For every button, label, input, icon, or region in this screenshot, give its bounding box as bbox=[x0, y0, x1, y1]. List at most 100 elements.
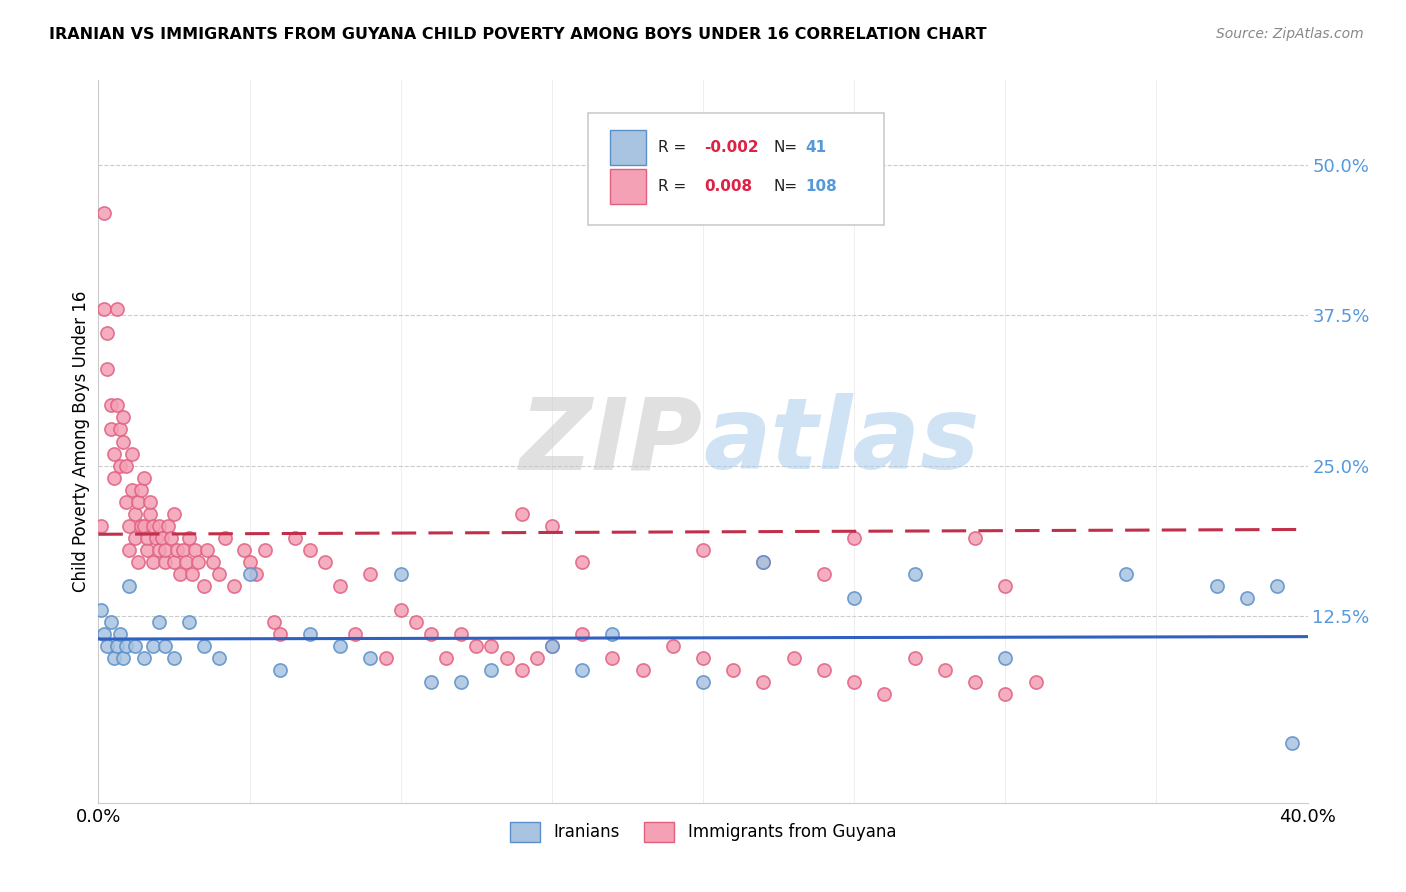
Point bbox=[214, 531, 236, 545]
Point bbox=[239, 567, 262, 582]
Point bbox=[135, 542, 157, 557]
Point bbox=[1024, 675, 1046, 690]
Point bbox=[844, 531, 866, 545]
Point bbox=[510, 507, 533, 521]
Point bbox=[114, 494, 136, 508]
Point bbox=[965, 675, 987, 690]
Point bbox=[148, 542, 170, 557]
Point bbox=[994, 651, 1017, 665]
Point bbox=[111, 410, 134, 425]
Point bbox=[105, 398, 128, 412]
Point bbox=[118, 542, 141, 557]
Point bbox=[90, 603, 112, 617]
Point bbox=[93, 627, 115, 641]
Point bbox=[139, 507, 162, 521]
Point bbox=[269, 664, 291, 678]
Point bbox=[129, 518, 152, 533]
Point bbox=[148, 518, 170, 533]
Point bbox=[329, 639, 352, 653]
Point bbox=[127, 494, 149, 508]
Point bbox=[181, 567, 204, 582]
Point bbox=[752, 555, 775, 569]
Point bbox=[994, 579, 1017, 593]
Y-axis label: Child Poverty Among Boys Under 16: Child Poverty Among Boys Under 16 bbox=[72, 291, 90, 592]
Text: R =: R = bbox=[658, 179, 696, 194]
Point bbox=[132, 518, 155, 533]
Point bbox=[510, 664, 533, 678]
Point bbox=[299, 627, 322, 641]
Point bbox=[232, 542, 254, 557]
Point bbox=[142, 555, 165, 569]
Text: IRANIAN VS IMMIGRANTS FROM GUYANA CHILD POVERTY AMONG BOYS UNDER 16 CORRELATION : IRANIAN VS IMMIGRANTS FROM GUYANA CHILD … bbox=[49, 27, 987, 42]
Point bbox=[124, 507, 146, 521]
Text: R =: R = bbox=[658, 140, 692, 155]
Point bbox=[571, 664, 593, 678]
Point bbox=[1115, 567, 1137, 582]
Point bbox=[329, 579, 352, 593]
Point bbox=[118, 579, 141, 593]
Point bbox=[90, 518, 112, 533]
Point bbox=[540, 639, 562, 653]
Point bbox=[965, 531, 987, 545]
Point bbox=[124, 639, 146, 653]
Point bbox=[114, 458, 136, 473]
Point bbox=[1236, 591, 1258, 605]
Text: ZIP: ZIP bbox=[520, 393, 703, 490]
Point bbox=[360, 651, 382, 665]
Point bbox=[1206, 579, 1229, 593]
Point bbox=[145, 531, 167, 545]
Point bbox=[96, 362, 118, 376]
Point bbox=[269, 627, 291, 641]
Point bbox=[1281, 735, 1303, 749]
Bar bbox=[610, 130, 647, 165]
Point bbox=[360, 567, 382, 582]
Point bbox=[873, 687, 896, 701]
Point bbox=[844, 675, 866, 690]
Point bbox=[118, 518, 141, 533]
Point bbox=[121, 446, 143, 460]
Point bbox=[904, 567, 927, 582]
Point bbox=[96, 326, 118, 340]
Point bbox=[114, 639, 136, 653]
Point bbox=[163, 507, 186, 521]
Point bbox=[121, 483, 143, 497]
Point bbox=[103, 446, 125, 460]
Point bbox=[105, 301, 128, 316]
Point bbox=[129, 483, 152, 497]
Point bbox=[374, 651, 396, 665]
Point bbox=[124, 531, 146, 545]
Point bbox=[103, 471, 125, 485]
Point bbox=[1267, 579, 1289, 593]
Point bbox=[103, 651, 125, 665]
Point bbox=[783, 651, 806, 665]
Point bbox=[314, 555, 336, 569]
Point bbox=[132, 651, 155, 665]
Point bbox=[174, 555, 197, 569]
Point bbox=[813, 664, 835, 678]
Point bbox=[108, 627, 131, 641]
Point bbox=[245, 567, 267, 582]
Point bbox=[105, 639, 128, 653]
Point bbox=[172, 542, 194, 557]
Point bbox=[93, 301, 115, 316]
Point bbox=[163, 555, 186, 569]
Point bbox=[153, 555, 176, 569]
Text: 0.008: 0.008 bbox=[704, 179, 752, 194]
Point bbox=[139, 494, 162, 508]
Point bbox=[100, 422, 122, 436]
Point bbox=[692, 675, 714, 690]
Point bbox=[193, 579, 215, 593]
Point bbox=[481, 639, 503, 653]
Point bbox=[132, 471, 155, 485]
Point bbox=[263, 615, 285, 630]
Point bbox=[420, 627, 443, 641]
Point bbox=[111, 651, 134, 665]
Point bbox=[127, 555, 149, 569]
Point bbox=[100, 615, 122, 630]
Point bbox=[481, 664, 503, 678]
Point bbox=[153, 542, 176, 557]
Point bbox=[299, 542, 322, 557]
Point bbox=[135, 531, 157, 545]
Point bbox=[184, 542, 207, 557]
Text: -0.002: -0.002 bbox=[704, 140, 759, 155]
